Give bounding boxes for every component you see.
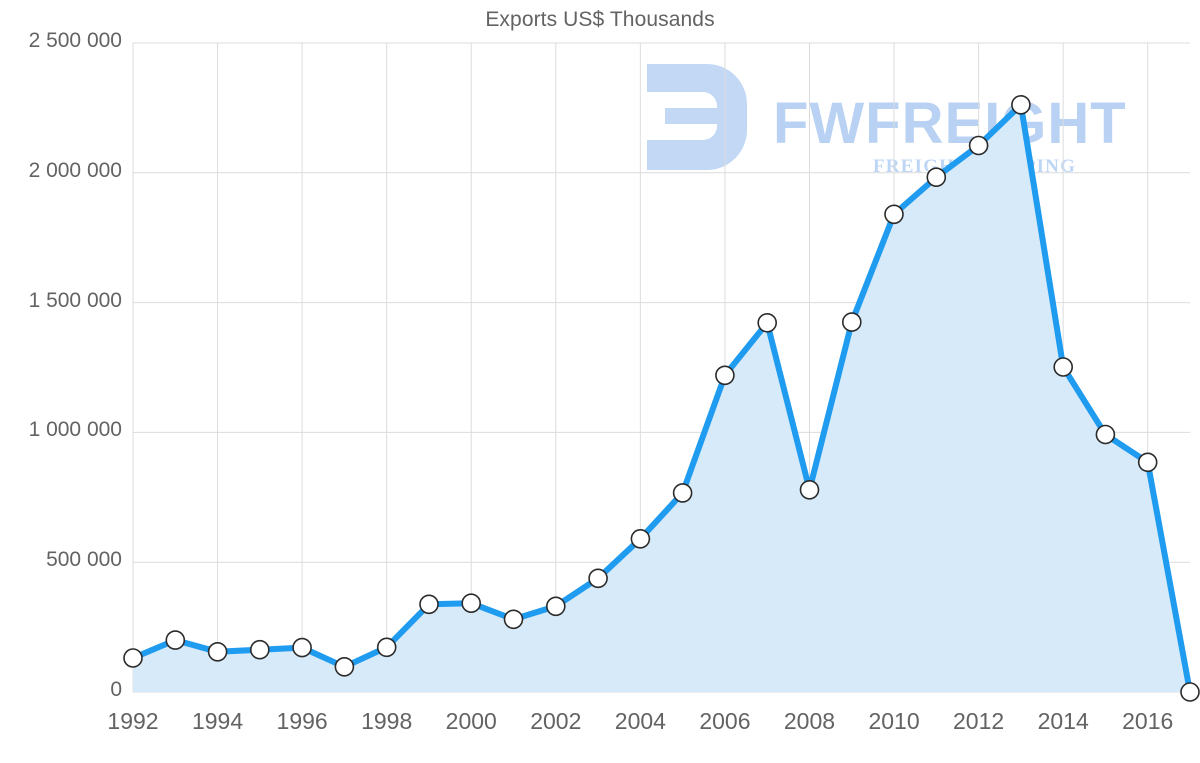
x-axis-tick-label: 1994 <box>191 708 244 734</box>
x-axis-tick-label: 2002 <box>530 708 582 734</box>
data-point-marker[interactable] <box>376 637 397 658</box>
data-point-marker[interactable] <box>207 641 228 662</box>
x-axis-tick-label: 2000 <box>445 708 497 734</box>
data-point-marker[interactable] <box>334 656 355 677</box>
data-point-markers <box>123 95 1200 702</box>
data-point-marker[interactable] <box>1095 424 1116 445</box>
x-axis-tick-label: 2010 <box>868 708 920 734</box>
y-axis: 0 500 000 1 000 000 1 500 000 2 000 000 2 500… <box>0 0 122 763</box>
x-axis-tick-label: 2008 <box>783 708 836 734</box>
y-axis-tick-label: 2 500 000 <box>28 29 122 52</box>
data-point-marker[interactable] <box>1137 452 1158 473</box>
data-point-marker[interactable] <box>461 593 482 614</box>
area-fill <box>133 104 1190 693</box>
data-point-marker[interactable] <box>757 312 778 333</box>
data-point-marker[interactable] <box>503 609 524 630</box>
data-point-marker[interactable] <box>419 594 439 615</box>
data-point-marker[interactable] <box>968 135 989 156</box>
x-axis-tick-label: 2014 <box>1037 708 1089 734</box>
data-point-marker[interactable] <box>249 639 270 660</box>
data-point-marker[interactable] <box>884 204 904 225</box>
data-point-marker[interactable] <box>630 528 651 549</box>
data-point-marker[interactable] <box>926 167 947 187</box>
y-axis-tick-label: 500 000 <box>46 548 122 572</box>
y-axis-tick-label: 1 000 000 <box>28 418 122 442</box>
data-point-marker[interactable] <box>1011 95 1031 115</box>
data-point-marker[interactable] <box>588 568 608 589</box>
x-axis-tick-label: 1992 <box>107 708 159 734</box>
data-point-marker[interactable] <box>165 630 186 650</box>
chart-title: Exports US$ Thousands <box>485 8 715 31</box>
data-point-marker[interactable] <box>672 483 693 503</box>
data-point-marker[interactable] <box>292 637 312 658</box>
x-axis-tick-label: 2006 <box>699 708 751 734</box>
data-point-marker[interactable] <box>799 479 820 500</box>
y-axis-tick-label: 2 000 000 <box>28 158 122 182</box>
y-axis-tick-label: 1 500 000 <box>28 288 122 312</box>
data-point-marker[interactable] <box>123 648 143 668</box>
x-axis-tick-label: 2004 <box>614 708 666 734</box>
data-point-marker[interactable] <box>1180 682 1200 702</box>
x-axis-tick-label: 1998 <box>361 708 413 734</box>
data-point-marker[interactable] <box>545 596 566 617</box>
x-axis-tick-label: 2016 <box>1122 708 1174 734</box>
data-point-marker[interactable] <box>715 365 735 386</box>
data-point-marker[interactable] <box>1053 357 1073 377</box>
x-axis-tick-label: 1996 <box>276 708 328 734</box>
y-axis-tick-label: 0 <box>110 678 122 701</box>
data-point-marker[interactable] <box>841 312 862 332</box>
x-axis-tick-label: 2012 <box>953 708 1005 734</box>
